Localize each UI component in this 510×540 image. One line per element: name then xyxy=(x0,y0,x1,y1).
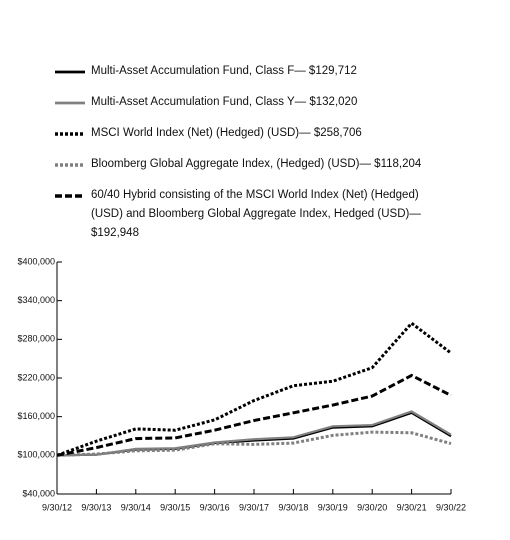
legend-swatch xyxy=(55,194,85,198)
x-tick-label: 9/30/20 xyxy=(357,502,387,512)
legend-label: MSCI World Index (Net) (Hedged) (USD)— $… xyxy=(91,127,362,139)
series-line xyxy=(56,373,452,457)
legend-label: Bloomberg Global Aggregate Index, (Hedge… xyxy=(91,158,422,170)
legend-label: 60/40 Hybrid consisting of the MSCI Worl… xyxy=(91,189,421,239)
y-tick-label: $100,000 xyxy=(17,450,55,460)
x-tick-label: 9/30/15 xyxy=(160,502,190,512)
y-tick-label: $160,000 xyxy=(17,411,55,421)
y-tick-label: $40,000 xyxy=(22,488,55,498)
legend-item: Bloomberg Global Aggregate Index, (Hedge… xyxy=(55,155,455,174)
series-line xyxy=(56,430,452,457)
legend-item: 60/40 Hybrid consisting of the MSCI Worl… xyxy=(55,186,455,243)
y-tick-label: $280,000 xyxy=(17,334,55,344)
legend-item: Multi-Asset Accumulation Fund, Class Y— … xyxy=(55,93,455,112)
y-tick-label: $340,000 xyxy=(17,295,55,305)
legend-swatch xyxy=(55,101,85,105)
x-tick-label: 9/30/22 xyxy=(436,502,466,512)
y-tick-label: $220,000 xyxy=(17,372,55,382)
x-tick-label: 9/30/19 xyxy=(318,502,348,512)
legend: Multi-Asset Accumulation Fund, Class F— … xyxy=(55,62,455,255)
x-tick-label: 9/30/17 xyxy=(239,502,269,512)
legend-label: Multi-Asset Accumulation Fund, Class F— … xyxy=(91,65,357,77)
x-tick-label: 9/30/18 xyxy=(278,502,308,512)
x-tick-label: 9/30/16 xyxy=(200,502,230,512)
x-tick-label: 9/30/13 xyxy=(81,502,111,512)
legend-swatch xyxy=(55,70,85,74)
x-tick-label: 9/30/12 xyxy=(42,502,72,512)
legend-label: Multi-Asset Accumulation Fund, Class Y— … xyxy=(91,96,358,108)
x-tick-label: 9/30/14 xyxy=(121,502,151,512)
legend-swatch xyxy=(55,132,85,136)
legend-swatch xyxy=(55,163,85,167)
legend-item: Multi-Asset Accumulation Fund, Class F— … xyxy=(55,62,455,81)
x-tick-label: 9/30/21 xyxy=(397,502,427,512)
series-line xyxy=(56,321,452,457)
y-tick-label: $400,000 xyxy=(17,256,55,266)
legend-item: MSCI World Index (Net) (Hedged) (USD)— $… xyxy=(55,124,455,143)
